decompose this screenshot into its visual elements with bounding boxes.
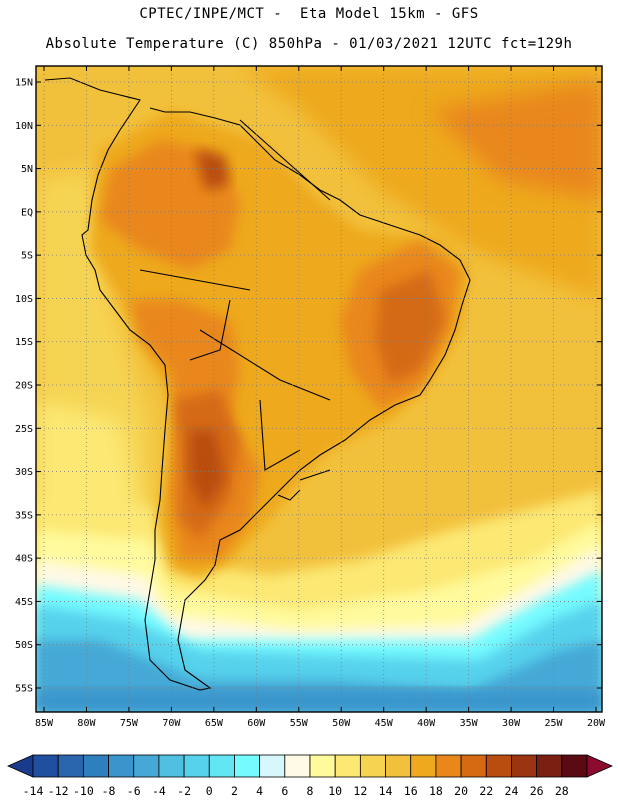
legend-label: -10 (73, 784, 94, 798)
lon-label: 40W (417, 718, 436, 729)
legend-swatch (108, 754, 135, 778)
legend-label: -4 (152, 784, 166, 798)
legend-swatch (32, 754, 59, 778)
lat-label: 15S (15, 337, 33, 348)
legend-label: 26 (530, 784, 544, 798)
legend-label: 2 (231, 784, 238, 798)
lat-label: EQ (21, 207, 33, 218)
legend-label: -2 (177, 784, 191, 798)
title-line-2: Absolute Temperature (C) 850hPa - 01/03/… (45, 36, 573, 52)
lon-label: 50W (332, 718, 351, 729)
legend-label: 12 (353, 784, 367, 798)
latitude-labels: 15N 10N 5N EQ 5S 10S 15S 20S 25S 30S 35S 40S 45S 50S 5… (15, 78, 602, 695)
map-frame (35, 65, 603, 713)
legend-swatch (359, 754, 386, 778)
legend-swatch (536, 754, 563, 778)
coastlines (44, 77, 471, 691)
legend-label: -8 (102, 784, 116, 798)
lon-label: 85W (35, 718, 54, 729)
lat-label: 30S (15, 467, 33, 478)
lat-label: 35S (15, 510, 33, 521)
lon-label: 75W (120, 718, 139, 729)
legend-label: 0 (206, 784, 213, 798)
legend-swatch (284, 754, 311, 778)
lat-label: 55S (15, 684, 33, 695)
legend-swatch (57, 754, 84, 778)
legend-label: 4 (256, 784, 263, 798)
lon-label: 30W (502, 718, 521, 729)
legend-swatch (133, 754, 160, 778)
lat-label: 45S (15, 597, 33, 608)
legend-swatch (485, 754, 512, 778)
lat-label: 5S (21, 251, 33, 262)
legend-swatch (586, 754, 613, 778)
legend-label: 20 (454, 784, 468, 798)
legend-label: 22 (479, 784, 493, 798)
lat-label: 50S (15, 640, 33, 651)
legend-swatch (561, 754, 588, 778)
legend-swatch (208, 754, 235, 778)
lat-label: 20S (15, 381, 33, 392)
legend-swatch (183, 754, 210, 778)
legend-label: 16 (404, 784, 418, 798)
legend-label: 18 (429, 784, 443, 798)
title-line-1: CPTEC/INPE/MCT - Eta Model 15km - GFS (139, 6, 479, 22)
legend-swatch (511, 754, 538, 778)
legend-label: 10 (328, 784, 342, 798)
color-legend-labels: -14 -12 -10 -8 -6 -4 -2 0 2 4 6 8 10 12 14 16 18 20 22 24 26… (23, 784, 569, 798)
longitude-labels: 85W 80W 75W 70W 65W 60W 55W 50W 45W 40W 35W 30W 25W 2… (35, 66, 606, 729)
color-legend (7, 754, 613, 778)
lon-label: 45W (375, 718, 394, 729)
lon-label: 25W (545, 718, 564, 729)
legend-label: -6 (127, 784, 141, 798)
legend-swatch (410, 754, 437, 778)
lon-label: 60W (247, 718, 266, 729)
legend-swatch (309, 754, 336, 778)
lat-label: 25S (15, 424, 33, 435)
lat-label: 40S (15, 554, 33, 565)
lon-label: 55W (290, 718, 309, 729)
lat-label: 10N (15, 121, 33, 132)
legend-swatch (435, 754, 462, 778)
legend-swatch (385, 754, 412, 778)
lon-label: 70W (162, 718, 181, 729)
legend-label: -12 (48, 784, 69, 798)
legend-swatch (259, 754, 286, 778)
temperature-field (36, 66, 602, 712)
legend-label: 28 (555, 784, 569, 798)
lat-label: 15N (15, 78, 33, 89)
legend-swatch (460, 754, 487, 778)
lat-label: 10S (15, 294, 33, 305)
legend-label: -14 (23, 784, 44, 798)
legend-swatch (158, 754, 185, 778)
legend-label: 14 (379, 784, 393, 798)
legend-label: 24 (505, 784, 519, 798)
legend-label: 6 (281, 784, 288, 798)
lon-label: 35W (460, 718, 479, 729)
legend-label: 8 (307, 784, 314, 798)
lon-label: 20W (587, 718, 606, 729)
legend-swatch (334, 754, 361, 778)
legend-swatch (7, 754, 34, 778)
lat-label: 5N (21, 164, 33, 175)
lon-label: 65W (205, 718, 224, 729)
lon-label: 80W (77, 718, 96, 729)
legend-swatch (234, 754, 261, 778)
legend-swatch (82, 754, 109, 778)
